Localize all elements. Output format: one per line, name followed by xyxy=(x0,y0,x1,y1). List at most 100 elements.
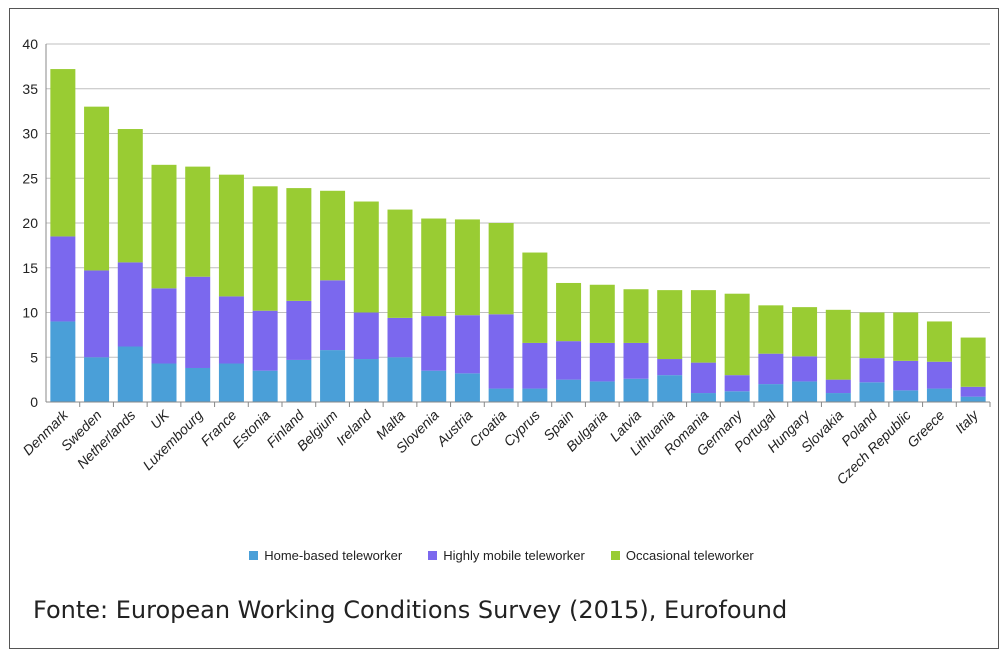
legend-swatch-highly-mobile xyxy=(428,551,438,560)
bar-occasional-segment xyxy=(893,312,919,361)
bar-highly-mobile-segment xyxy=(926,361,952,389)
x-tick-label: UK xyxy=(147,406,173,432)
bar-home-based-segment xyxy=(454,373,480,402)
bar-highly-mobile-segment xyxy=(454,315,480,374)
bar-occasional-segment xyxy=(353,201,379,313)
bar-occasional-segment xyxy=(50,69,76,237)
bar-highly-mobile-segment xyxy=(623,342,649,379)
bar-highly-mobile-segment xyxy=(859,358,885,383)
bar-home-based-segment xyxy=(353,359,379,402)
y-tick-label: 40 xyxy=(22,36,38,52)
bar-home-based-segment xyxy=(286,359,312,402)
legend-item-home-based: Home-based teleworker xyxy=(249,548,402,563)
x-tick-label: Denmark xyxy=(20,406,72,458)
y-tick-label: 0 xyxy=(30,394,38,410)
bar-highly-mobile-segment xyxy=(353,312,379,360)
bar-home-based-segment xyxy=(218,363,244,402)
bar-highly-mobile-segment xyxy=(893,360,919,391)
bar-highly-mobile-segment xyxy=(252,310,278,371)
x-tick-label: Greece xyxy=(904,407,948,451)
bar-highly-mobile-segment xyxy=(320,280,346,351)
bar-occasional-segment xyxy=(960,337,986,387)
bar-home-based-segment xyxy=(758,384,784,402)
bar-highly-mobile-segment xyxy=(792,356,818,382)
bar-home-based-segment xyxy=(522,388,548,402)
x-tick-label: Croatia xyxy=(466,407,509,450)
bar-highly-mobile-segment xyxy=(522,342,548,389)
bar-home-based-segment xyxy=(117,346,143,402)
bar-home-based-segment xyxy=(825,393,851,402)
bar-occasional-segment xyxy=(488,223,514,315)
legend-item-occasional: Occasional teleworker xyxy=(610,548,754,563)
bar-highly-mobile-segment xyxy=(151,288,177,364)
bar-occasional-segment xyxy=(252,186,278,311)
bar-highly-mobile-segment xyxy=(488,314,514,389)
legend: Home-based teleworker Highly mobile tele… xyxy=(0,548,1003,563)
bar-occasional-segment xyxy=(926,321,952,362)
bar-occasional-segment xyxy=(556,282,582,342)
bar-home-based-segment xyxy=(589,381,615,402)
bar-home-based-segment xyxy=(623,378,649,402)
bar-home-based-segment xyxy=(859,382,885,402)
bar-occasional-segment xyxy=(724,293,750,376)
bar-highly-mobile-segment xyxy=(218,296,244,364)
bar-highly-mobile-segment xyxy=(421,316,447,371)
x-tick-label: Estonia xyxy=(229,407,273,451)
bar-home-based-segment xyxy=(252,370,278,402)
bar-occasional-segment xyxy=(387,209,413,318)
bar-home-based-segment xyxy=(50,321,76,402)
bars xyxy=(50,69,986,402)
bar-occasional-segment xyxy=(859,312,885,359)
bar-occasional-segment xyxy=(185,166,211,277)
bar-home-based-segment xyxy=(724,391,750,402)
bar-home-based-segment xyxy=(421,370,447,402)
bar-occasional-segment xyxy=(623,289,649,343)
bar-occasional-segment xyxy=(589,284,615,343)
bar-home-based-segment xyxy=(792,381,818,402)
x-tick-label: Cyprus xyxy=(500,407,543,450)
y-tick-label: 20 xyxy=(22,215,38,231)
legend-item-highly-mobile: Highly mobile teleworker xyxy=(428,548,585,563)
legend-label-highly-mobile: Highly mobile teleworker xyxy=(443,548,585,563)
bar-occasional-segment xyxy=(151,164,177,289)
bar-highly-mobile-segment xyxy=(690,362,716,394)
bar-home-based-segment xyxy=(926,388,952,402)
stacked-bar-chart: 0 5 10 15 20 25 30 35 40 DenmarkSwedenNetherland… xyxy=(20,36,991,487)
bar-home-based-segment xyxy=(151,363,177,402)
bar-home-based-segment xyxy=(556,379,582,402)
y-tick-label: 10 xyxy=(22,305,38,321)
bar-occasional-segment xyxy=(792,307,818,357)
legend-label-occasional: Occasional teleworker xyxy=(625,548,754,563)
bar-highly-mobile-segment xyxy=(556,341,582,380)
bar-occasional-segment xyxy=(421,218,447,317)
x-tick-label: Italy xyxy=(952,406,982,436)
bar-occasional-segment xyxy=(690,290,716,363)
bar-home-based-segment xyxy=(185,367,211,402)
bar-highly-mobile-segment xyxy=(84,270,110,358)
bar-occasional-segment xyxy=(758,305,784,354)
y-tick-label: 15 xyxy=(22,260,38,276)
bar-home-based-segment xyxy=(387,357,413,402)
legend-swatch-occasional xyxy=(610,551,620,560)
legend-label-home-based: Home-based teleworker xyxy=(264,548,403,563)
legend-swatch-home-based xyxy=(249,551,259,560)
y-tick-label: 30 xyxy=(22,126,38,142)
bar-highly-mobile-segment xyxy=(960,386,986,397)
bar-highly-mobile-segment xyxy=(117,262,143,347)
bar-highly-mobile-segment xyxy=(724,375,750,392)
bar-home-based-segment xyxy=(893,390,919,402)
bar-highly-mobile-segment xyxy=(50,236,76,322)
bar-occasional-segment xyxy=(84,106,110,271)
y-tick-label: 35 xyxy=(22,81,38,97)
bar-home-based-segment xyxy=(657,375,683,402)
bar-occasional-segment xyxy=(320,190,346,281)
bar-highly-mobile-segment xyxy=(185,276,211,368)
bar-highly-mobile-segment xyxy=(825,379,851,394)
x-tick-label: Luxembourg xyxy=(139,407,205,473)
x-tick-label: Ireland xyxy=(333,406,375,448)
y-tick-label: 5 xyxy=(30,349,38,365)
source-note: Fonte: European Working Conditions Surve… xyxy=(33,596,788,624)
bar-occasional-segment xyxy=(117,129,143,263)
bar-home-based-segment xyxy=(84,357,110,402)
